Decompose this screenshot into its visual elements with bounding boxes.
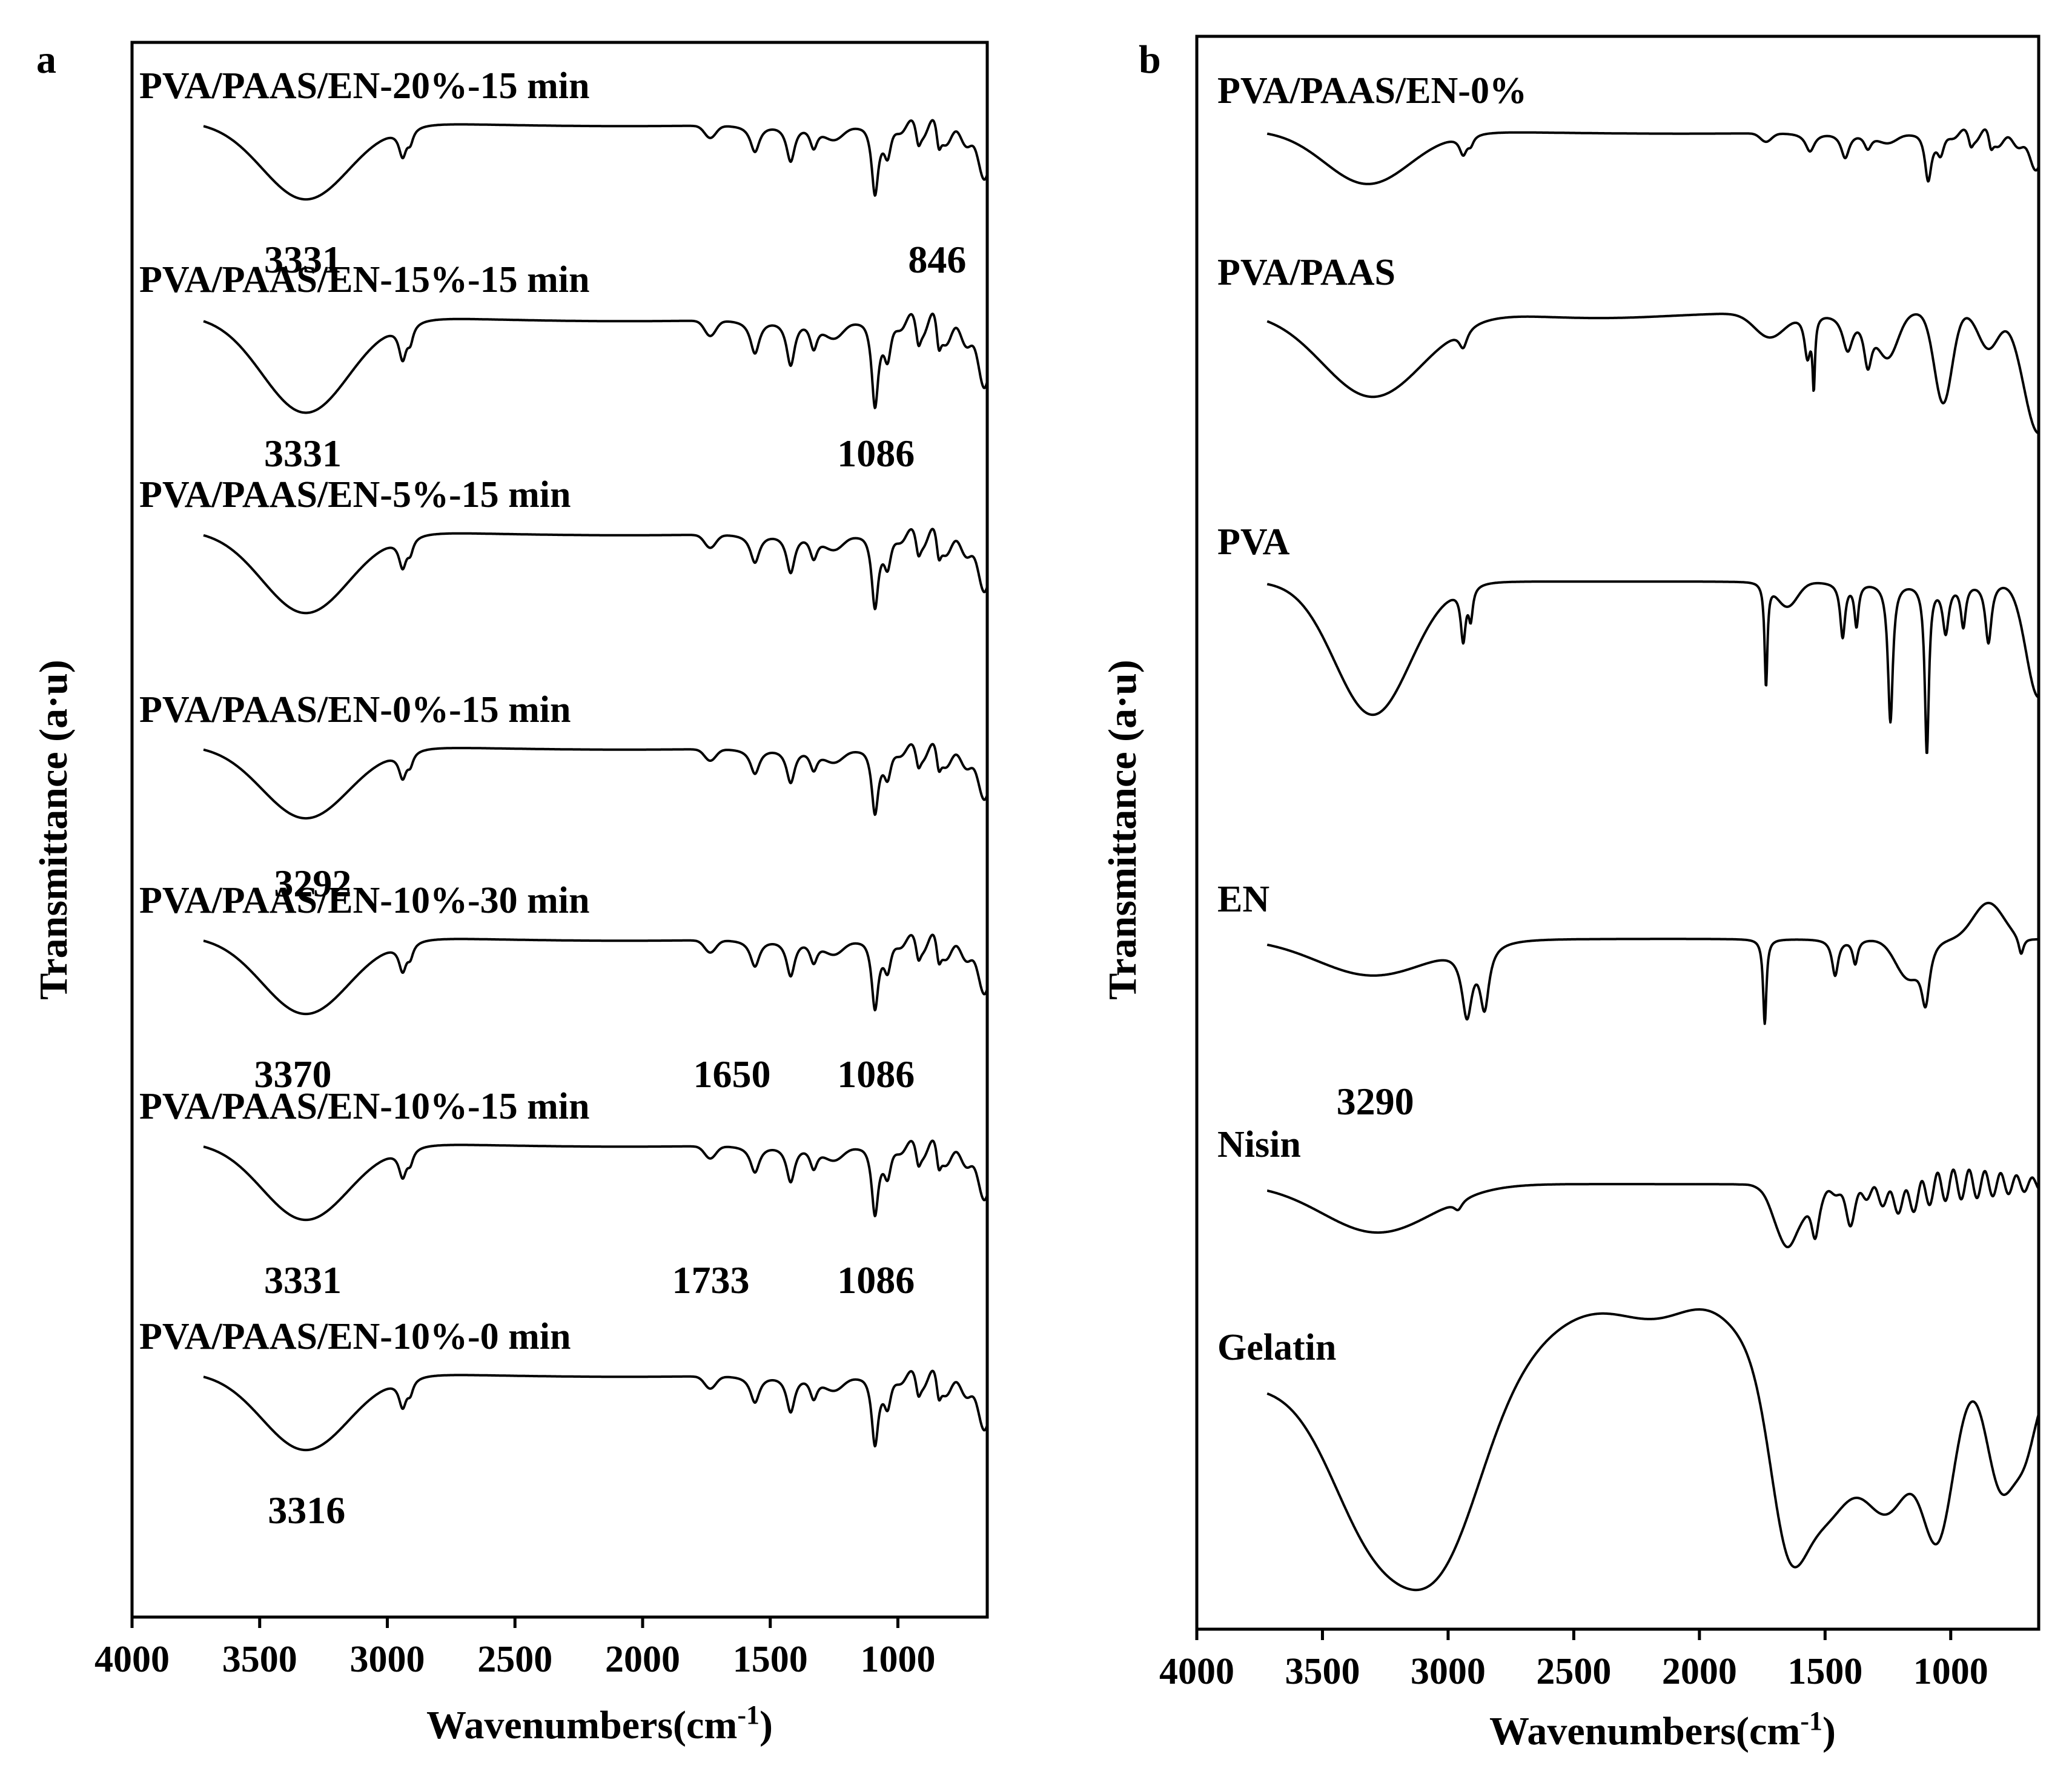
series-label-pva-paas-en-10-15-min: PVA/PAAS/EN-10%-15 min: [139, 1086, 589, 1127]
peak-label-pva-paas-en-10-30-min-1086: 1086: [837, 1053, 915, 1096]
series-label-pva-paas-en-10-0-min: PVA/PAAS/EN-10%-0 min: [139, 1316, 571, 1357]
x-tick-label-3000: 3000: [1411, 1651, 1486, 1692]
peak-label-pva-paas-en-10-30-min-1650: 1650: [693, 1053, 771, 1096]
series-label-gelatin: Gelatin: [1217, 1327, 1336, 1368]
spectrum-pva-paas-en-0: [1266, 128, 2040, 185]
x-tick-label-2000: 2000: [1662, 1651, 1737, 1692]
spectrum-en: [1266, 901, 2040, 1025]
panel-b-x-axis-label-main: Wavenumbers(cm: [1489, 1709, 1800, 1753]
panel-b-x-axis-label-sup: -1: [1800, 1706, 1822, 1736]
series-label-en: EN: [1217, 879, 1269, 920]
spectrum-nisin: [1266, 1168, 2040, 1248]
x-tick-label-1000: 1000: [860, 1639, 935, 1680]
series-label-pva-paas-en-20-15-min: PVA/PAAS/EN-20%-15 min: [139, 65, 589, 107]
x-tick-label-1500: 1500: [733, 1639, 808, 1680]
panel-a-y-axis-label: Transmittance (a·u): [31, 660, 76, 1000]
x-tick-label-2000: 2000: [605, 1639, 680, 1680]
peak-label-pva-paas-en-0-15-min-3292: 3292: [274, 862, 351, 905]
x-tick-label-1000: 1000: [1913, 1651, 1988, 1692]
panel-b-x-ticks: 4000 3500 3000 2500 2000 1500 1000: [1159, 1629, 1988, 1692]
panel-b-plot-frame: [1195, 35, 2041, 1631]
panel-b-series: PVA/PAAS/EN-0% PVA/PAAS PVA EN 3290 Nisin Gela…: [1217, 70, 2040, 1592]
panel-a-x-axis-label: Wavenumbers(cm-1): [426, 1700, 773, 1748]
spectrum-pva-paas-en-10-0-min: [202, 1369, 988, 1452]
panel-a-x-axis-label-main: Wavenumbers(cm: [426, 1703, 737, 1747]
spectrum-gelatin: [1266, 1308, 2040, 1592]
series-label-pva-paas-en-10-30-min: PVA/PAAS/EN-10%-30 min: [139, 880, 589, 921]
peak-label-pva-paas-en-10-30-min-3370: 3370: [254, 1053, 332, 1096]
panel-a-x-axis-label-sup: -1: [737, 1700, 760, 1730]
peak-label-pva-paas-en-15-15-min-3331: 3331: [264, 432, 342, 475]
series-label-pva-paas-en-5-15-min: PVA/PAAS/EN-5%-15 min: [139, 474, 571, 515]
panel-a-label: a: [36, 38, 56, 82]
panel-b-x-axis-label: Wavenumbers(cm-1): [1489, 1706, 1836, 1754]
spectrum-pva-paas-en-10-15-min: [202, 1139, 988, 1222]
peak-label-en-3290: 3290: [1337, 1080, 1414, 1123]
spectrum-pva-paas-en-10-30-min: [202, 933, 988, 1016]
peak-label-pva-paas-en-20-15-min-3331: 3331: [264, 238, 342, 281]
x-tick-label-3500: 3500: [222, 1639, 297, 1680]
peak-label-pva-paas-en-10-15-min-1086: 1086: [837, 1259, 915, 1302]
series-label-pva-paas-en-15-15-min: PVA/PAAS/EN-15%-15 min: [139, 259, 589, 300]
panel-a-series: PVA/PAAS/EN-20%-15 min 3331 846 PVA/PAAS/EN…: [139, 65, 988, 1532]
x-tick-label-2500: 2500: [1536, 1651, 1611, 1692]
series-label-pva-paas-en-0-15-min: PVA/PAAS/EN-0%-15 min: [139, 689, 571, 730]
x-tick-label-4000: 4000: [94, 1639, 170, 1680]
spectrum-pva-paas: [1266, 313, 2040, 435]
peak-label-pva-paas-en-10-0-min-3316: 3316: [268, 1489, 345, 1532]
series-label-pva: PVA: [1217, 521, 1290, 563]
panel-b: b Transmittance (a·u) Wavenumbers(cm-1) …: [1101, 35, 2041, 1754]
series-label-nisin: Nisin: [1217, 1124, 1301, 1165]
panel-a: a Transmittance (a·u) Wavenumbers(cm-1) …: [31, 38, 989, 1748]
x-tick-label-2500: 2500: [477, 1639, 552, 1680]
spectrum-pva-paas-en-20-15-min: [202, 119, 988, 201]
spectrum-pva-paas-en-0-15-min: [202, 743, 988, 820]
x-tick-label-3000: 3000: [349, 1639, 425, 1680]
peak-label-pva-paas-en-15-15-min-1086: 1086: [837, 432, 915, 475]
series-label-pva-paas: PVA/PAAS: [1217, 252, 1395, 293]
panel-a-x-axis-label-close: ): [760, 1703, 773, 1747]
x-tick-label-3500: 3500: [1285, 1651, 1360, 1692]
x-tick-label-1500: 1500: [1787, 1651, 1862, 1692]
spectrum-pva-paas-en-15-15-min: [202, 313, 988, 414]
peak-label-pva-paas-en-10-15-min-3331: 3331: [264, 1259, 342, 1302]
x-tick-label-4000: 4000: [1159, 1651, 1234, 1692]
series-label-pva-paas-en-0: PVA/PAAS/EN-0%: [1217, 70, 1527, 111]
spectrum-pva-paas-en-5-15-min: [202, 528, 988, 615]
panel-a-plot-frame: [130, 41, 989, 1619]
panel-b-label: b: [1139, 38, 1161, 82]
peak-label-pva-paas-en-10-15-min-1733: 1733: [672, 1259, 750, 1302]
panel-b-x-axis-label-close: ): [1822, 1709, 1836, 1753]
panel-a-x-ticks: 4000 3500 3000 2500 2000 1500 1000: [94, 1617, 935, 1680]
panel-b-y-axis-label: Transmittance (a·u): [1101, 660, 1145, 1000]
peak-label-pva-paas-en-20-15-min-846: 846: [908, 238, 966, 281]
spectrum-pva: [1266, 580, 2040, 754]
